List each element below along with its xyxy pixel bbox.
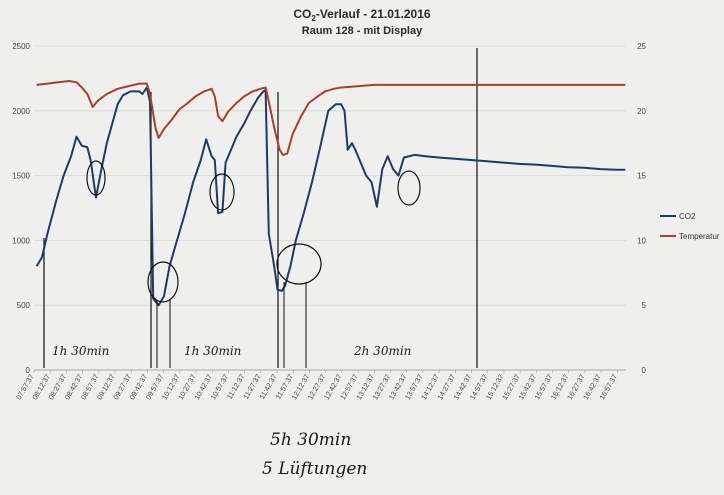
series-line-temperatur [36,80,626,156]
y-tick-label: 2000 [12,107,30,116]
y-tick-label: 500 [17,301,31,310]
y2-tick-label: 20 [637,107,646,116]
y2-tick-label: 5 [642,301,647,310]
annotation-ventilations: 5 Lüftungen [262,459,367,479]
hand-ticks [156,282,307,368]
y-tick-label: 1500 [12,172,30,181]
y-axis-left: 0 500 1000 1500 2000 2500 [12,42,30,375]
y2-tick-label: 10 [637,236,646,245]
legend: CO2 Temperatur [660,212,720,241]
annotation-total-duration: 5h 30min [270,430,351,450]
hand-circles [86,160,421,303]
y-tick-label: 2500 [12,42,30,51]
chart-subtitle: Raum 128 - mit Display [302,25,423,37]
chart-title: CO2-Verlauf - 21.01.2016 [293,7,431,23]
series-layer [35,80,626,307]
circle-mark [86,160,106,196]
annotation-mark-2: 1h 30min [184,344,241,358]
annotation-mark-1: 1h 30min [52,344,109,358]
circle-mark [209,173,235,211]
y2-tick-label: 15 [637,172,646,181]
y-axis-right: 0 5 10 15 20 25 [637,42,646,375]
legend-label-co2: CO2 [679,212,696,221]
circle-mark [397,170,421,206]
y2-tick-label: 25 [637,42,646,51]
annotation-mark-3: 2h 30min [353,344,411,358]
y2-tick-label: 0 [642,366,647,375]
legend-label-temperatur: Temperatur [679,232,720,241]
circle-mark [147,261,179,303]
y-tick-label: 0 [26,366,31,375]
circle-mark [276,243,322,285]
y-tick-label: 1000 [12,236,30,245]
